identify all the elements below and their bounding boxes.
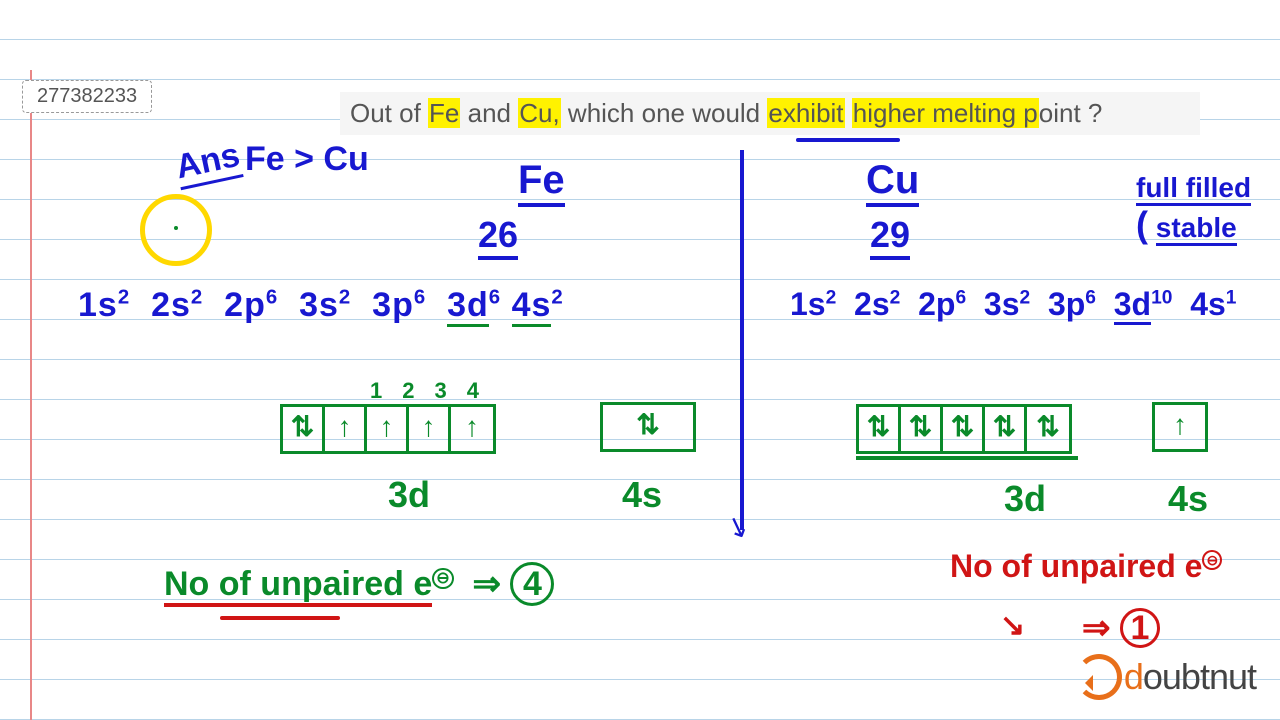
doubtnut-logo: ddoubtnutoubtnut [1076, 654, 1256, 700]
red-underline-arrow [220, 616, 340, 620]
fe-3d-label: 3d [388, 474, 430, 516]
question-underline [796, 138, 900, 142]
cu-unpaired-result: ⇒ 1 [1082, 608, 1160, 648]
fe-atomic-number: 26 [478, 214, 518, 260]
fe-orbital-numbers: 1234 [370, 378, 499, 404]
vertical-divider [740, 150, 744, 530]
cu-atomic-number: 29 [870, 214, 910, 260]
q-p5: oint ? [1039, 98, 1103, 128]
cu-unpaired-label: No of unpaired e⊖ [950, 548, 1222, 585]
fe-unpaired-count: 4 [510, 562, 554, 606]
question-text: Out of Fe and Cu, which one would exhibi… [340, 92, 1200, 135]
q-p4 [845, 98, 852, 128]
answer-comparison: Fe > Cu [245, 140, 369, 179]
q-h1: Fe [428, 98, 460, 128]
cu-unpaired-arrow: ↘ [1000, 608, 1025, 643]
fe-config: 1s2 2s2 2p6 3s2 3p6 3d6 4s2 [78, 286, 564, 325]
q-p3: which one would [561, 98, 768, 128]
fe-4s-label: 4s [622, 474, 662, 516]
cu-3d-label: 3d [1004, 478, 1046, 520]
fe-unpaired-label: No of unpaired e⊖ ⇒ 4 [164, 562, 554, 606]
cu-3d-orbital: ⇅⇅⇅⇅⇅ [856, 404, 1072, 454]
question-id: 277382233 [22, 80, 152, 113]
logo-icon [1076, 654, 1122, 700]
fe-4s-orbital: ⇅ [600, 402, 696, 452]
logo-text: ddoubtnutoubtnut [1124, 656, 1256, 698]
cu-4s-label: 4s [1168, 478, 1208, 520]
cu-note: full filled ( stable [1136, 172, 1251, 246]
q-h2: Cu, [518, 98, 560, 128]
cu-unpaired-count: 1 [1120, 608, 1160, 648]
q-h4: higher melting p [852, 98, 1039, 128]
cu-3d-underline [856, 456, 1078, 460]
cu-config: 1s2 2s2 2p6 3s2 3p6 3d10 4s1 [790, 286, 1236, 323]
q-h3: exhibit [767, 98, 844, 128]
yellow-dot [174, 226, 178, 230]
q-p2: and [460, 98, 518, 128]
fe-symbol: Fe [518, 158, 565, 207]
cu-symbol: Cu [866, 158, 919, 207]
margin-line [30, 70, 32, 720]
q-p1: Out of [350, 98, 428, 128]
cu-4s-orbital: ↑ [1152, 402, 1208, 452]
fe-3d-orbital: ⇅↑↑↑↑ [280, 404, 496, 454]
yellow-circle [140, 194, 212, 266]
